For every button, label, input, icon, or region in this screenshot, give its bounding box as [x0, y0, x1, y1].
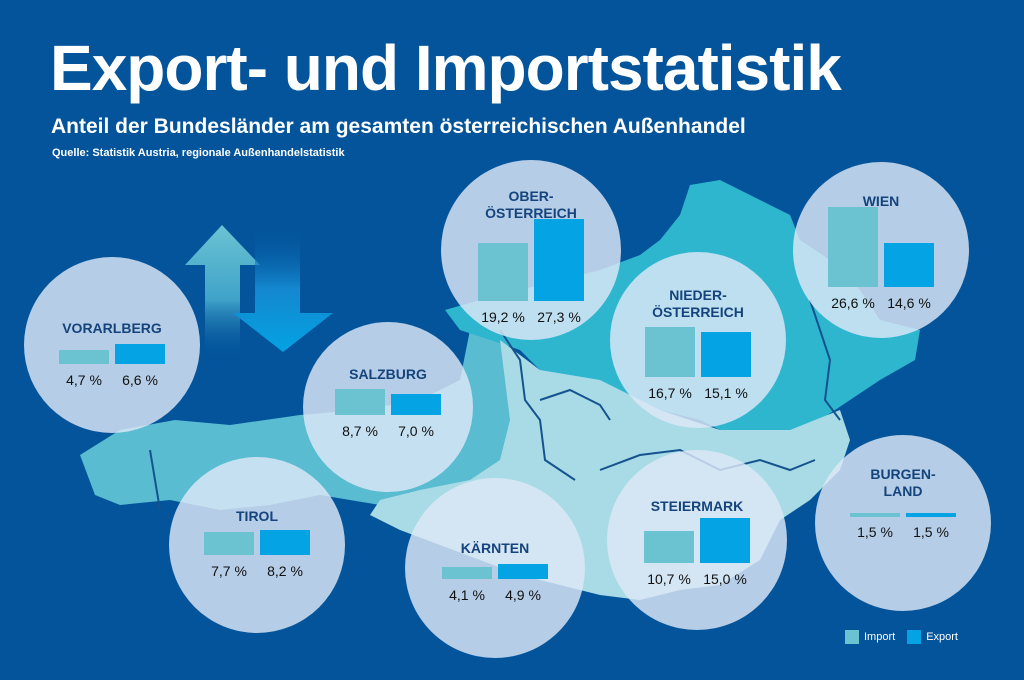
region-bars: [815, 512, 991, 517]
region-name: STEIERMARK: [650, 498, 744, 514]
legend-export-label: Export: [926, 631, 958, 643]
down-arrow-icon: [233, 225, 333, 352]
import-label: 16,7 %: [648, 385, 692, 401]
export-bar: [534, 219, 584, 301]
import-bar: [850, 512, 900, 517]
export-bar: [115, 344, 165, 364]
region-bubble-oberösterreich: OBER- ÖSTERREICH 19,2 % 27,3 %: [441, 160, 621, 340]
region-bars: [24, 344, 200, 364]
page-subtitle: Anteil der Bundesländer am gesamten öste…: [51, 115, 746, 138]
region-values: 16,7 % 15,1 %: [610, 385, 786, 401]
import-bar: [335, 388, 385, 415]
export-bar: [884, 243, 934, 287]
import-label: 26,6 %: [831, 295, 875, 311]
page-title: Export- und Importstatistik: [50, 32, 842, 104]
legend-import-label: Import: [864, 631, 896, 643]
region-name: NIEDER- ÖSTERREICH: [652, 287, 744, 320]
export-bar: [701, 331, 751, 377]
region-name: VORARLBERG: [62, 320, 162, 336]
export-label: 14,6 %: [887, 295, 931, 311]
legend-import: Import: [845, 630, 895, 644]
import-label: 7,7 %: [211, 563, 247, 579]
import-label: 1,5 %: [857, 524, 893, 540]
export-label: 15,1 %: [704, 385, 748, 401]
legend: Import Export: [845, 630, 964, 644]
region-name: KÄRNTEN: [460, 540, 530, 556]
region-name: BURGEN- LAND: [870, 466, 936, 499]
import-bar: [204, 531, 254, 555]
region-bars: [610, 326, 786, 377]
region-bars: [169, 530, 345, 555]
region-values: 4,1 % 4,9 %: [405, 587, 585, 603]
legend-export: Export: [907, 630, 958, 644]
region-bars: [793, 207, 969, 287]
region-values: 1,5 % 1,5 %: [815, 524, 991, 540]
region-values: 7,7 % 8,2 %: [169, 563, 345, 579]
region-name: TIROL: [236, 508, 278, 524]
export-label: 15,0 %: [703, 571, 747, 587]
import-bar: [645, 326, 695, 377]
up-arrow-icon: [185, 225, 260, 360]
region-bubble-kärnten: KÄRNTEN 4,1 % 4,9 %: [405, 478, 585, 658]
region-bubble-wien: WIEN 26,6 % 14,6 %: [793, 162, 969, 338]
region-name: WIEN: [862, 193, 900, 209]
import-export-arrows: [185, 225, 333, 360]
import-label: 10,7 %: [647, 571, 691, 587]
region-name: SALZBURG: [349, 366, 427, 382]
export-label: 7,0 %: [398, 423, 434, 439]
export-label: 4,9 %: [505, 587, 541, 603]
region-values: 4,7 % 6,6 %: [24, 372, 200, 388]
region-bubble-salzburg: SALZBURG 8,7 % 7,0 %: [303, 322, 473, 492]
export-label: 8,2 %: [267, 563, 303, 579]
region-values: 8,7 % 7,0 %: [303, 423, 473, 439]
import-bar: [442, 566, 492, 579]
import-label: 4,7 %: [66, 372, 102, 388]
import-bar: [828, 207, 878, 287]
region-name: OBER- ÖSTERREICH: [485, 188, 577, 221]
export-label: 27,3 %: [537, 309, 581, 325]
region-bars: [405, 564, 585, 579]
import-label: 19,2 %: [481, 309, 525, 325]
export-bar: [906, 512, 956, 517]
export-bar: [260, 530, 310, 555]
map-borders: [149, 299, 841, 511]
region-bubble-niederösterreich: NIEDER- ÖSTERREICH 16,7 % 15,1 %: [610, 252, 786, 428]
export-swatch: [907, 630, 922, 644]
region-bubble-vorarlberg: VORARLBERG 4,7 % 6,6 %: [24, 257, 200, 433]
export-label: 6,6 %: [122, 372, 158, 388]
region-values: 26,6 % 14,6 %: [793, 295, 969, 311]
region-bubble-steiermark: STEIERMARK 10,7 % 15,0 %: [607, 450, 787, 630]
region-bars: [607, 518, 787, 563]
region-values: 19,2 % 27,3 %: [441, 309, 621, 325]
import-label: 8,7 %: [342, 423, 378, 439]
import-swatch: [845, 630, 859, 644]
export-bar: [391, 393, 441, 415]
region-values: 10,7 % 15,0 %: [607, 571, 787, 587]
export-label: 1,5 %: [913, 524, 949, 540]
import-bar: [478, 243, 528, 301]
source-note: Quelle: Statistik Austria, regionale Auß…: [52, 147, 345, 159]
export-bar: [498, 564, 548, 579]
region-bubble-tirol: TIROL 7,7 % 8,2 %: [169, 457, 345, 633]
import-bar: [59, 349, 109, 364]
region-bars: [303, 388, 473, 415]
import-bar: [644, 530, 694, 563]
export-bar: [700, 518, 750, 563]
region-bars: [441, 219, 621, 301]
import-label: 4,1 %: [449, 587, 485, 603]
region-bubble-burgenland: BURGEN- LAND 1,5 % 1,5 %: [815, 435, 991, 611]
